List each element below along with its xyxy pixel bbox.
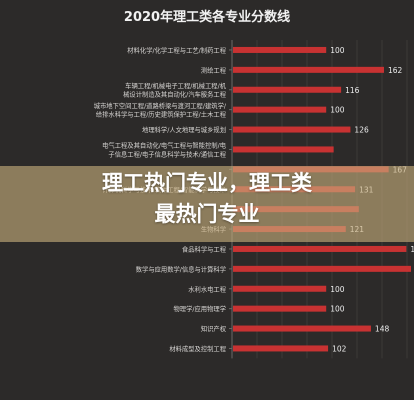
tick-label: 水利水电工程 bbox=[188, 284, 226, 293]
bar bbox=[233, 305, 327, 312]
bar bbox=[233, 146, 334, 153]
tick-label-line: 城市地下空间工程/道路桥梁与渡河工程/建筑学/ bbox=[94, 101, 227, 110]
tick-label: 城市地下空间工程/道路桥梁与渡河工程/建筑学/给排水科学与工程/历史建筑保护工程… bbox=[94, 101, 227, 119]
tick-label: 知识产权 bbox=[201, 324, 227, 333]
tick-label-line: 知识产权 bbox=[201, 324, 227, 333]
tick-label: 电气工程及其自动化/电气工程与智能控制/电子信息工程/电子信息科学与技术/通信工… bbox=[102, 141, 227, 159]
tick-label: 数学与应用数学/信息与计算科学 bbox=[136, 264, 226, 273]
tick-label: 食品科学与工程 bbox=[182, 244, 227, 253]
headline-line-1: 理工热门专业，理工类 bbox=[102, 171, 312, 195]
tick-label-line: 数学与应用数学/信息与计算科学 bbox=[136, 264, 226, 273]
tick-label-line: 地理科学/人文地理与城乡规划 bbox=[142, 125, 226, 134]
data-label: 186 bbox=[410, 245, 414, 254]
bar bbox=[233, 265, 411, 272]
bar bbox=[233, 345, 329, 352]
tick-label: 地理科学/人文地理与城乡规划 bbox=[142, 125, 226, 134]
headline: 理工热门专业，理工类 最热门专业 bbox=[0, 168, 414, 230]
tick-label: 测绘工程 bbox=[201, 65, 227, 74]
tick-label: 材料成型及控制工程 bbox=[169, 344, 226, 353]
bar bbox=[233, 86, 342, 93]
tick-label-line: 材料化学/化学工程与工艺/制药工程 bbox=[127, 45, 226, 54]
bar bbox=[233, 285, 327, 292]
bar bbox=[233, 66, 384, 73]
headline-band bbox=[0, 166, 414, 242]
bar bbox=[233, 106, 327, 113]
tick-label: 车辆工程/机械电子工程/机械工程/机械设计制造及其自动化/汽车服务工程 bbox=[123, 81, 227, 99]
data-label: 116 bbox=[345, 86, 360, 95]
data-label: 102 bbox=[332, 344, 347, 353]
data-label: 100 bbox=[330, 46, 345, 55]
bar bbox=[233, 325, 371, 332]
tick-label-line: 电气工程及其自动化/电气工程与智能控制/电 bbox=[102, 141, 227, 150]
data-label: 126 bbox=[354, 126, 369, 135]
tick-label-line: 给排水科学与工程/历史建筑保护工程/土木工程 bbox=[96, 109, 227, 118]
tick-label-line: 测绘工程 bbox=[201, 65, 227, 74]
data-label: 100 bbox=[330, 106, 345, 115]
tick-label: 物理学/应用物理学 bbox=[174, 304, 227, 313]
bar bbox=[233, 126, 351, 133]
tick-label-line: 械设计制造及其自动化/汽车服务工程 bbox=[123, 90, 227, 99]
bar bbox=[233, 245, 407, 252]
tick-label-line: 物理学/应用物理学 bbox=[174, 304, 227, 313]
data-label: 100 bbox=[330, 285, 345, 294]
tick-label: 材料化学/化学工程与工艺/制药工程 bbox=[127, 45, 226, 54]
tick-label-line: 子信息工程/电子信息科学与技术/通信工程 bbox=[108, 149, 226, 158]
bar bbox=[233, 46, 327, 53]
data-label: 162 bbox=[388, 66, 403, 75]
chart-title: 2020年理工类各专业分数线 bbox=[123, 10, 291, 25]
headline-line-2: 最热门专业 bbox=[154, 202, 260, 226]
tick-label-line: 车辆工程/机械电子工程/机械工程/机 bbox=[125, 81, 227, 90]
data-label: 148 bbox=[375, 325, 390, 334]
data-label: 100 bbox=[330, 305, 345, 314]
tick-label-line: 水利水电工程 bbox=[188, 284, 226, 293]
tick-label-line: 材料成型及控制工程 bbox=[169, 344, 226, 353]
tick-label-line: 食品科学与工程 bbox=[182, 244, 227, 253]
